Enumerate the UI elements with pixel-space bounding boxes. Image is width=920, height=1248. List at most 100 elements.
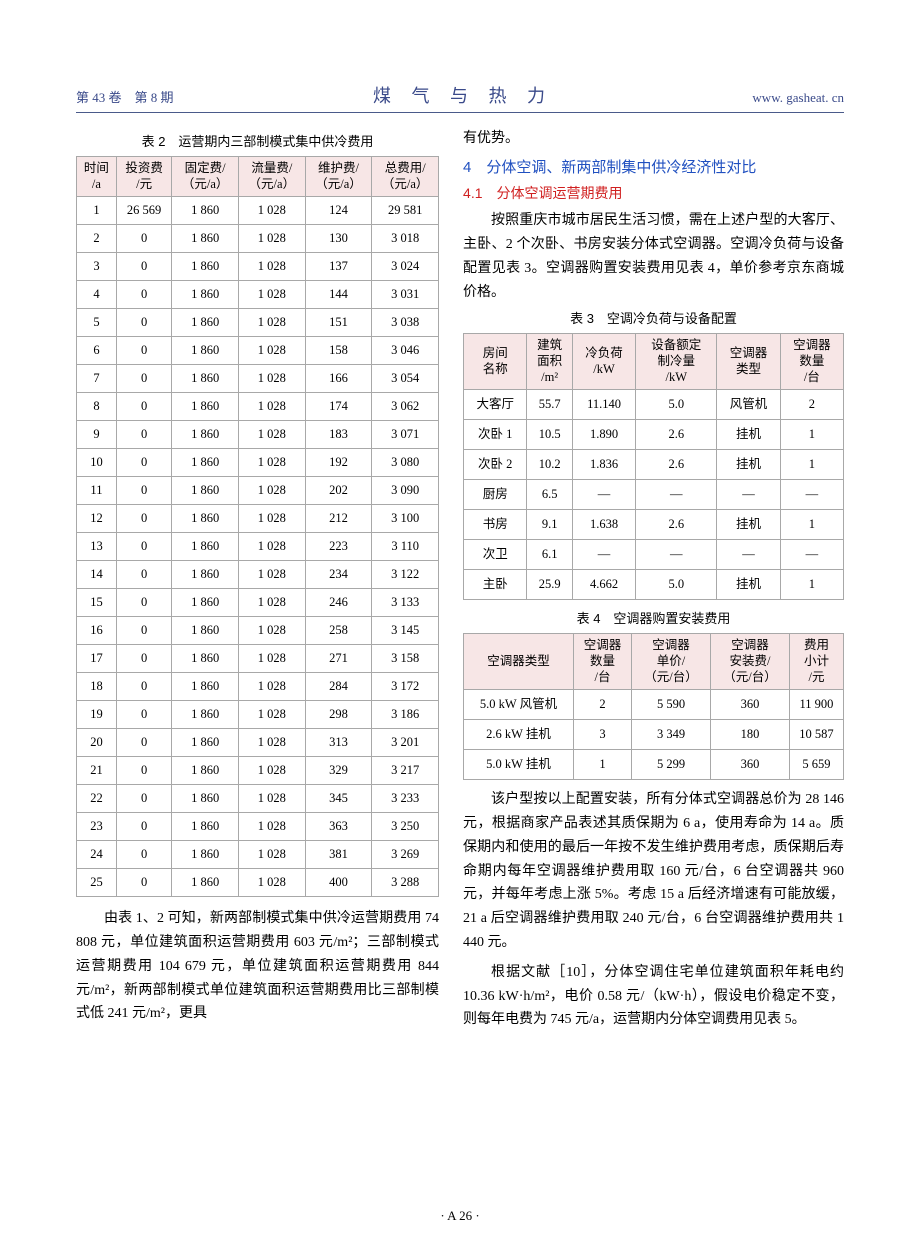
table2-cell: 8 [77, 393, 117, 421]
table2-cell: 17 [77, 645, 117, 673]
page-footer: · A 26 · [0, 1208, 920, 1224]
table3-cell: 1 [780, 420, 843, 450]
table2-row: 1601 8601 0282583 145 [77, 617, 439, 645]
table2-cell: 1 860 [172, 421, 239, 449]
table2-cell: 16 [77, 617, 117, 645]
table3-cell: 11.140 [572, 390, 635, 420]
table3-caption: 表 3 空调冷负荷与设备配置 [463, 308, 844, 327]
table3-cell: 挂机 [717, 420, 780, 450]
table2-cell: 3 145 [372, 617, 439, 645]
table2-cell: 0 [116, 533, 171, 561]
table3-cell: 1 [780, 510, 843, 540]
table2-cell: 1 028 [238, 673, 305, 701]
table2-cell: 1 028 [238, 869, 305, 897]
table2-cell: 9 [77, 421, 117, 449]
table3-cell: — [636, 540, 717, 570]
table2-cell: 29 581 [372, 197, 439, 225]
table3-cell: 主卧 [464, 570, 527, 600]
table4-cell: 5.0 kW 风管机 [464, 690, 574, 720]
table2-cell: 1 860 [172, 841, 239, 869]
table2-row: 1701 8601 0282713 158 [77, 645, 439, 673]
table2-cell: 22 [77, 785, 117, 813]
table2-cell: 15 [77, 589, 117, 617]
table2-cell: 1 028 [238, 701, 305, 729]
table4-header-cell: 空调器 单价/ （元/台） [632, 634, 711, 690]
table2-cell: 271 [305, 645, 372, 673]
table2-cell: 24 [77, 841, 117, 869]
table2-row: 2201 8601 0283453 233 [77, 785, 439, 813]
subsection-heading: 4.1 分体空调运营期费用 [463, 183, 844, 203]
table2-cell: 3 269 [372, 841, 439, 869]
table2-cell: 124 [305, 197, 372, 225]
table2-cell: 3 046 [372, 337, 439, 365]
table2-cell: 183 [305, 421, 372, 449]
table3-row: 主卧25.94.6625.0挂机1 [464, 570, 844, 600]
table2-row: 301 8601 0281373 024 [77, 253, 439, 281]
table2-cell: 3 288 [372, 869, 439, 897]
table2-cell: 137 [305, 253, 372, 281]
table4-cell: 5 299 [632, 750, 711, 780]
table2-cell: 1 860 [172, 281, 239, 309]
table4-cell: 5.0 kW 挂机 [464, 750, 574, 780]
table4-cell: 360 [711, 690, 790, 720]
table2-cell: 1 028 [238, 617, 305, 645]
table2-cell: 3 080 [372, 449, 439, 477]
table2-cell: 166 [305, 365, 372, 393]
table2-cell: 12 [77, 505, 117, 533]
table3-row: 次卧 210.21.8362.6挂机1 [464, 450, 844, 480]
table2-cell: 1 860 [172, 589, 239, 617]
table2-cell: 3 024 [372, 253, 439, 281]
table2-cell: 3 172 [372, 673, 439, 701]
table2-cell: 1 028 [238, 337, 305, 365]
table2-row: 2101 8601 0283293 217 [77, 757, 439, 785]
table3-cell: 25.9 [527, 570, 573, 600]
table2-cell: 1 028 [238, 841, 305, 869]
table2-cell: 1 860 [172, 533, 239, 561]
table2-cell: 0 [116, 225, 171, 253]
table2-cell: 1 860 [172, 813, 239, 841]
table2-row: 126 5691 8601 02812429 581 [77, 197, 439, 225]
table3-cell: 9.1 [527, 510, 573, 540]
table2-row: 201 8601 0281303 018 [77, 225, 439, 253]
table2-row: 1401 8601 0282343 122 [77, 561, 439, 589]
table4-cell: 5 659 [789, 750, 843, 780]
table2-row: 2401 8601 0283813 269 [77, 841, 439, 869]
section-heading: 4 分体空调、新两部制集中供冷经济性对比 [463, 157, 844, 180]
table2-cell: 1 860 [172, 337, 239, 365]
table3-row: 次卫6.1———— [464, 540, 844, 570]
table2-cell: 0 [116, 757, 171, 785]
table3-cell: — [572, 540, 635, 570]
table3-cell: 6.1 [527, 540, 573, 570]
table2-row: 1001 8601 0281923 080 [77, 449, 439, 477]
right-column: 有优势。 4 分体空调、新两部制集中供冷经济性对比 4.1 分体空调运营期费用 … [463, 127, 844, 1032]
table2-cell: 258 [305, 617, 372, 645]
table3-cell: 10.5 [527, 420, 573, 450]
table2-cell: 158 [305, 337, 372, 365]
table4-cell: 3 [573, 720, 631, 750]
right-para3: 根据文献［10］，分体空调住宅单位建筑面积年耗电约 10.36 kW·h/m²，… [463, 961, 844, 1032]
table2-cell: 381 [305, 841, 372, 869]
table3-header-cell: 冷负荷 /kW [572, 334, 635, 390]
section-title: 分体空调、新两部制集中供冷经济性对比 [486, 159, 756, 176]
table2-cell: 1 028 [238, 421, 305, 449]
table3-cell: 1.638 [572, 510, 635, 540]
table2-row: 701 8601 0281663 054 [77, 365, 439, 393]
table2-cell: 1 860 [172, 225, 239, 253]
table3-cell: 1.890 [572, 420, 635, 450]
table2-cell: 0 [116, 421, 171, 449]
table2-cell: 1 860 [172, 365, 239, 393]
table4-cell: 5 590 [632, 690, 711, 720]
table4-header-cell: 空调器 数量 /台 [573, 634, 631, 690]
table2-cell: 0 [116, 253, 171, 281]
table2-cell: 0 [116, 813, 171, 841]
table2-cell: 1 028 [238, 225, 305, 253]
table3-cell: 5.0 [636, 390, 717, 420]
table3-cell: 挂机 [717, 450, 780, 480]
header-issue: 第 43 卷 第 8 期 [76, 87, 174, 106]
table2-cell: 23 [77, 813, 117, 841]
table2-cell: 20 [77, 729, 117, 757]
table2-header-cell: 流量费/ （元/a） [238, 157, 305, 197]
table2-cell: 1 028 [238, 729, 305, 757]
table2-cell: 3 158 [372, 645, 439, 673]
table2-cell: 1 028 [238, 757, 305, 785]
